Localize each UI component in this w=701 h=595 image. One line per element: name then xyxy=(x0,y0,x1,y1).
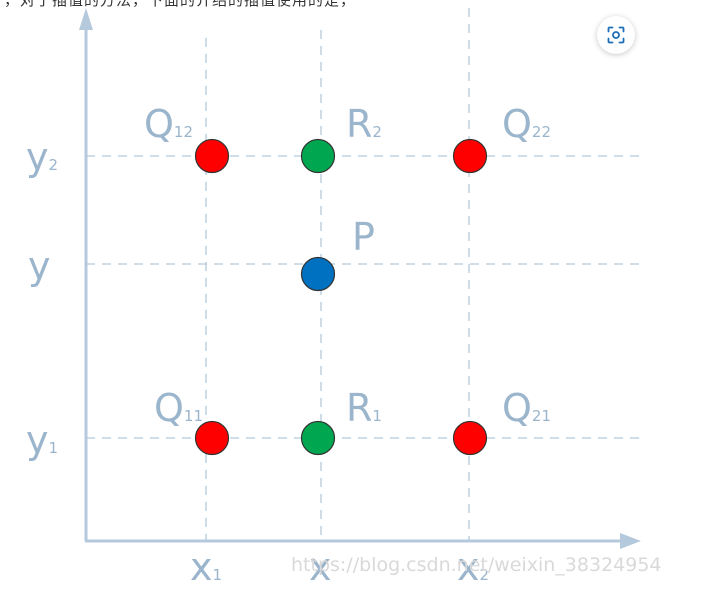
points xyxy=(194,138,488,456)
point-q22 xyxy=(452,138,488,174)
point-p xyxy=(300,256,336,292)
scan-icon xyxy=(607,26,625,44)
label-p: P xyxy=(352,215,375,259)
label-q12: Q12 xyxy=(144,102,193,146)
point-r1 xyxy=(300,420,336,456)
axis-label-x2: x2 xyxy=(457,545,489,589)
axes xyxy=(84,26,626,543)
label-q11: Q11 xyxy=(154,386,203,430)
x-axis-arrow xyxy=(620,533,641,549)
top-text: ，对于插值的方法，下面的介绍的插值使用的是， xyxy=(4,0,356,8)
label-r1: R1 xyxy=(346,386,382,430)
axis-label-x: x xyxy=(309,545,332,589)
label-q21: Q21 xyxy=(502,386,551,430)
point-q12 xyxy=(194,138,230,174)
axis-label-y2: y2 xyxy=(26,135,58,179)
point-q11 xyxy=(194,420,230,456)
point-q21 xyxy=(452,420,488,456)
label-r2: R2 xyxy=(346,102,382,146)
gridlines xyxy=(86,8,640,540)
y-axis-arrow xyxy=(79,8,93,30)
axis-label-y1: y1 xyxy=(26,418,58,462)
top-text-strip: ，对于插值的方法，下面的介绍的插值使用的是， xyxy=(0,0,701,8)
axis-label-y: y xyxy=(28,244,51,288)
scan-button[interactable] xyxy=(597,16,635,54)
axis-label-x1: x1 xyxy=(190,545,222,589)
watermark: https://blog.csdn.net/weixin_38324954 xyxy=(291,554,662,576)
label-q22: Q22 xyxy=(502,102,551,146)
point-r2 xyxy=(300,138,336,174)
